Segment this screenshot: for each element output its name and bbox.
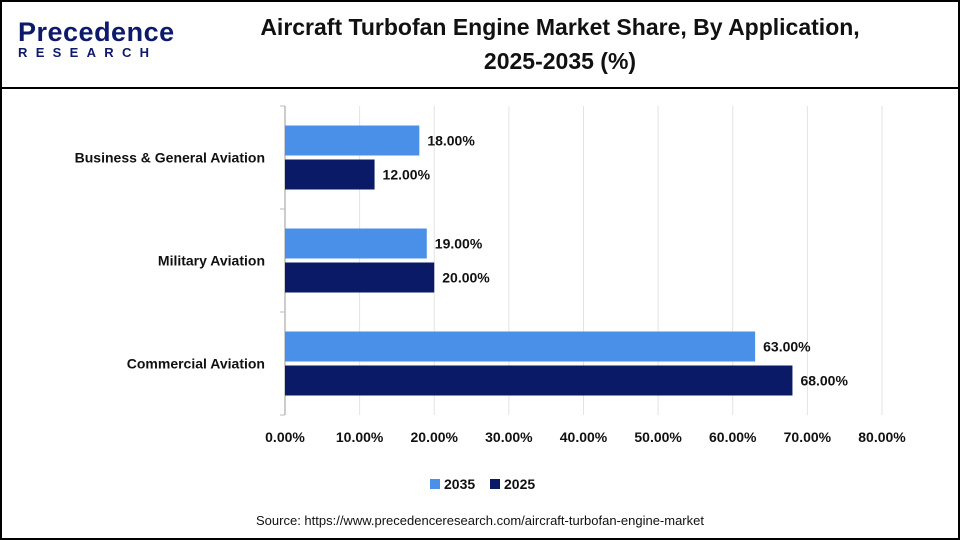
- title-line-2: 2025-2035 (%): [483, 48, 637, 74]
- category-label: Business & General Aviation: [75, 150, 265, 166]
- bar-2035: [285, 125, 420, 156]
- bar-2035: [285, 331, 756, 362]
- x-tick-label: 70.00%: [784, 429, 832, 445]
- data-label: 20.00%: [442, 270, 490, 286]
- data-label: 68.00%: [800, 373, 848, 389]
- category-label: Military Aviation: [158, 253, 265, 269]
- logo: Precedence RESEARCH: [18, 18, 175, 60]
- header-divider: [0, 87, 960, 89]
- legend-label: 2025: [504, 476, 535, 492]
- x-tick-label: 30.00%: [485, 429, 533, 445]
- legend-swatch-2025: [490, 479, 500, 489]
- source-text: Source: https://www.precedenceresearch.c…: [256, 513, 704, 528]
- x-tick-label: 50.00%: [634, 429, 682, 445]
- bar-2025: [285, 365, 793, 396]
- bar-2025: [285, 159, 375, 190]
- legend-swatch-2035: [430, 479, 440, 489]
- x-tick-label: 80.00%: [858, 429, 906, 445]
- bar-2025: [285, 262, 435, 293]
- logo-wordmark: Precedence: [18, 17, 175, 47]
- x-tick-label: 60.00%: [709, 429, 757, 445]
- data-label: 12.00%: [383, 167, 431, 183]
- bar-2035: [285, 228, 427, 259]
- x-tick-label: 40.00%: [560, 429, 608, 445]
- legend-label: 2035: [444, 476, 475, 492]
- x-tick-label: 10.00%: [336, 429, 384, 445]
- data-label: 63.00%: [763, 339, 811, 355]
- title-line-1: Aircraft Turbofan Engine Market Share, B…: [260, 14, 860, 40]
- category-label: Commercial Aviation: [127, 356, 265, 372]
- logo-subtitle: RESEARCH: [18, 45, 158, 60]
- x-tick-label: 20.00%: [411, 429, 459, 445]
- data-label: 19.00%: [435, 236, 483, 252]
- x-tick-label: 0.00%: [265, 429, 305, 445]
- chart-title: Aircraft Turbofan Engine Market Share, B…: [190, 10, 930, 78]
- data-label: 18.00%: [427, 133, 475, 149]
